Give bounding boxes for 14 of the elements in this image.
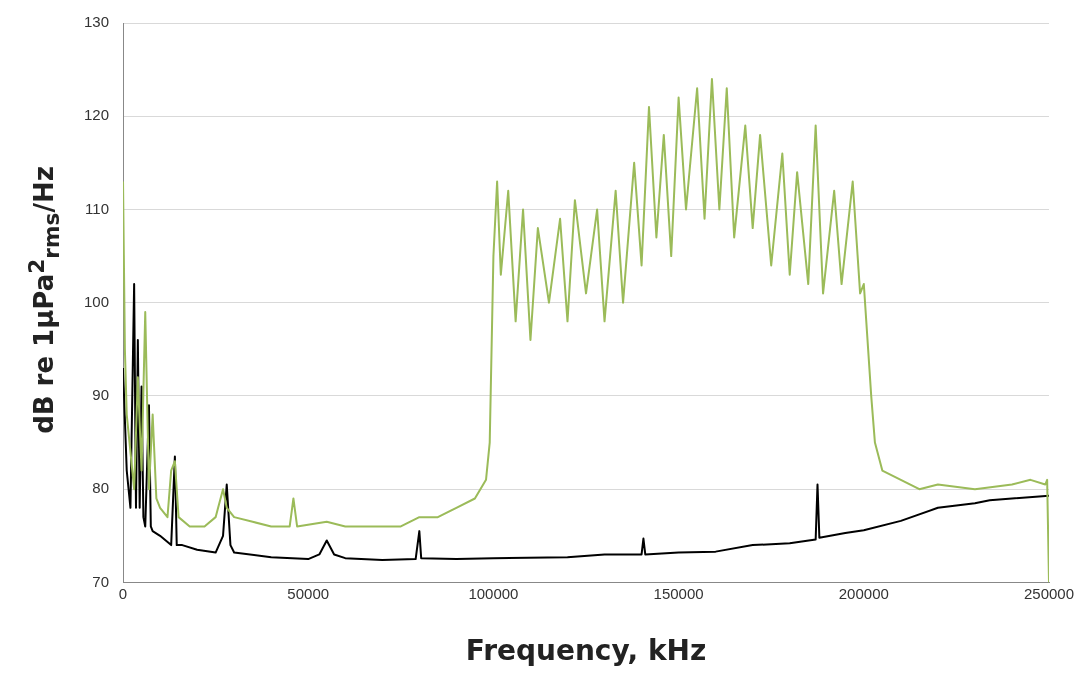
y-tick-label: 70 [92, 572, 110, 590]
x-tick-label: 250000 [1023, 584, 1075, 602]
x-tick-label: 150000 [653, 584, 704, 602]
y-tick-label: 80 [92, 479, 110, 497]
y-tick-label: 130 [84, 13, 110, 31]
x-axis-title: Frequency, kHz [465, 634, 707, 668]
x-tick-label: 100000 [468, 584, 519, 602]
y-tick-label: 120 [84, 106, 110, 124]
x-tick-label: 0 [118, 584, 128, 602]
y-tick-label: 90 [92, 386, 110, 404]
x-tick-label: 50000 [287, 584, 330, 602]
y-tick-label: 110 [85, 199, 110, 217]
x-tick-label: 200000 [838, 584, 889, 602]
y-tick-label: 100 [84, 292, 110, 310]
